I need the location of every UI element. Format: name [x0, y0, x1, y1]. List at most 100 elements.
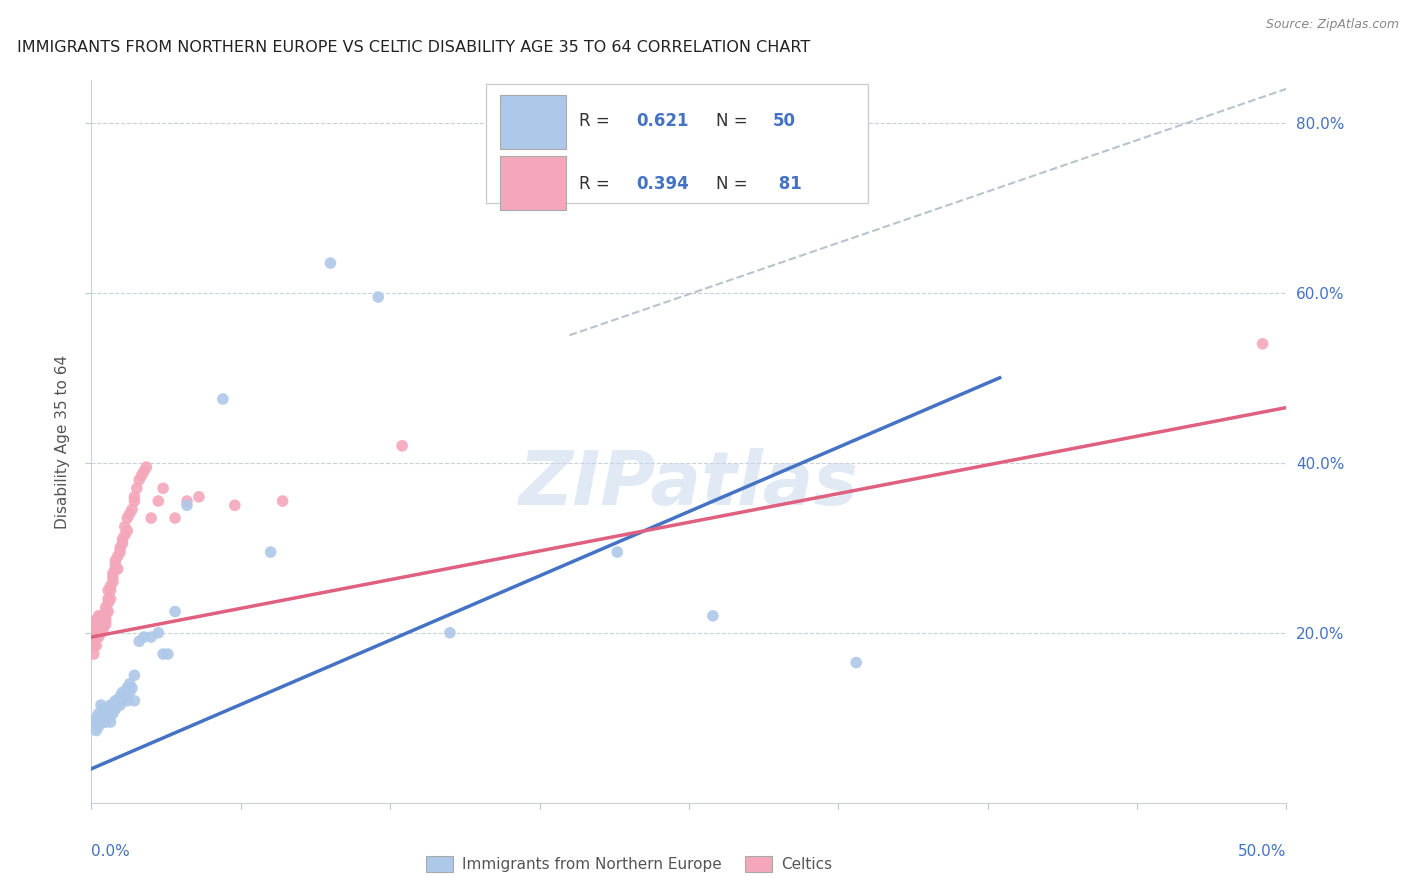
Point — [439, 625, 461, 640]
Point — [211, 392, 233, 406]
Point — [83, 634, 105, 648]
Point — [131, 468, 153, 483]
Text: R =: R = — [579, 175, 614, 193]
Point — [104, 558, 127, 572]
Point — [101, 698, 124, 712]
Point — [84, 625, 107, 640]
Point — [97, 596, 120, 610]
Point — [104, 702, 127, 716]
Point — [132, 630, 155, 644]
Point — [94, 706, 117, 721]
Point — [93, 714, 114, 729]
Point — [83, 630, 105, 644]
Point — [118, 677, 141, 691]
Point — [90, 698, 112, 712]
Point — [84, 639, 107, 653]
Point — [132, 464, 155, 478]
Point — [128, 473, 150, 487]
Point — [93, 702, 114, 716]
Point — [101, 566, 124, 581]
Point — [101, 706, 124, 721]
Point — [114, 528, 136, 542]
Point — [83, 625, 105, 640]
Point — [93, 613, 114, 627]
Point — [141, 630, 162, 644]
Text: N =: N = — [717, 175, 754, 193]
Point — [128, 634, 150, 648]
Point — [93, 706, 114, 721]
Point — [271, 494, 294, 508]
Point — [108, 541, 131, 555]
Point — [97, 605, 120, 619]
Point — [845, 656, 868, 670]
Point — [108, 690, 131, 704]
Point — [84, 630, 107, 644]
Point — [121, 502, 143, 516]
Text: 50.0%: 50.0% — [1239, 845, 1286, 859]
Point — [111, 533, 134, 547]
Point — [84, 711, 107, 725]
Point — [118, 507, 141, 521]
Point — [111, 685, 134, 699]
Point — [94, 714, 117, 729]
Point — [115, 681, 138, 695]
Point — [100, 706, 122, 721]
Point — [124, 694, 146, 708]
Point — [152, 647, 174, 661]
Point — [97, 702, 120, 716]
Point — [94, 605, 117, 619]
Point — [87, 625, 110, 640]
Point — [114, 690, 136, 704]
Point — [367, 290, 389, 304]
Text: IMMIGRANTS FROM NORTHERN EUROPE VS CELTIC DISABILITY AGE 35 TO 64 CORRELATION CH: IMMIGRANTS FROM NORTHERN EUROPE VS CELTI… — [17, 40, 810, 55]
Point — [84, 625, 107, 640]
Point — [97, 583, 120, 598]
Point — [101, 570, 124, 584]
Point — [606, 545, 628, 559]
Point — [83, 639, 105, 653]
Point — [83, 625, 105, 640]
Point — [84, 613, 107, 627]
Point — [97, 711, 120, 725]
Text: 81: 81 — [773, 175, 801, 193]
Legend: Immigrants from Northern Europe, Celtics: Immigrants from Northern Europe, Celtics — [419, 850, 839, 879]
Point — [94, 600, 117, 615]
Point — [101, 574, 124, 589]
Point — [100, 583, 122, 598]
Point — [83, 714, 105, 729]
Point — [118, 685, 141, 699]
Point — [90, 622, 112, 636]
Point — [84, 723, 107, 738]
Point — [107, 549, 129, 564]
Point — [187, 490, 211, 504]
Point — [224, 498, 246, 512]
Point — [87, 622, 110, 636]
Point — [90, 625, 112, 640]
Point — [94, 613, 117, 627]
Point — [114, 519, 136, 533]
Point — [163, 605, 186, 619]
Text: 0.394: 0.394 — [637, 175, 689, 193]
Point — [148, 625, 170, 640]
Text: Source: ZipAtlas.com: Source: ZipAtlas.com — [1265, 18, 1399, 31]
Point — [124, 494, 146, 508]
Point — [87, 630, 110, 644]
Point — [94, 608, 117, 623]
Point — [94, 617, 117, 632]
Point — [87, 706, 110, 721]
Point — [93, 617, 114, 632]
Point — [107, 562, 129, 576]
Point — [107, 696, 129, 710]
Point — [156, 647, 179, 661]
Point — [391, 439, 413, 453]
Point — [115, 511, 138, 525]
Point — [83, 647, 105, 661]
Point — [104, 562, 127, 576]
Point — [100, 591, 122, 606]
Point — [141, 511, 162, 525]
Point — [121, 681, 143, 695]
Point — [104, 694, 127, 708]
Text: ZIPatlas: ZIPatlas — [519, 449, 859, 522]
Point — [84, 613, 107, 627]
Point — [100, 579, 122, 593]
